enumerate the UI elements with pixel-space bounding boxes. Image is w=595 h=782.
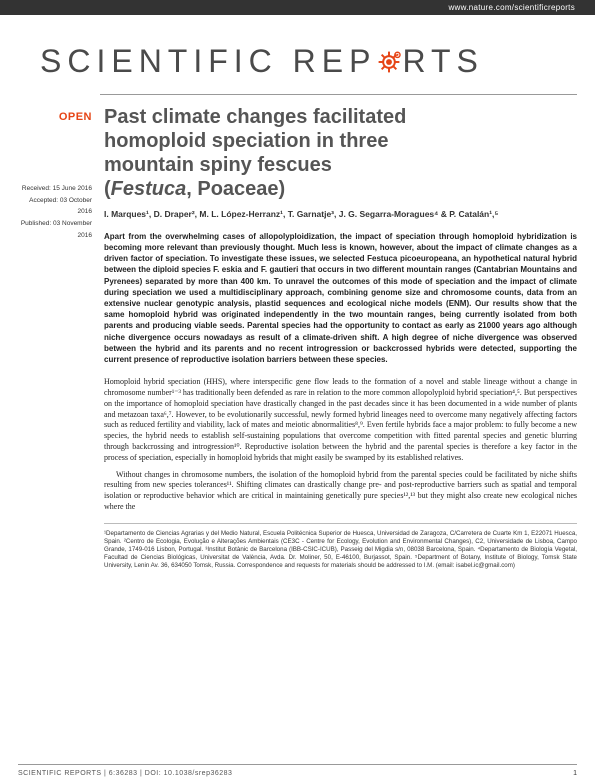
article-title: Past climate changes facilitated homoplo… xyxy=(104,105,577,201)
journal-name-part3: RTS xyxy=(402,43,483,79)
journal-name-part2: REP xyxy=(293,43,377,79)
abstract: Apart from the overwhelming cases of all… xyxy=(104,231,577,365)
title-line2: homoploid speciation in three xyxy=(104,130,388,152)
left-sidebar: OPEN Received: 15 June 2016 Accepted: 03… xyxy=(0,105,100,570)
title-line1: Past climate changes facilitated xyxy=(104,106,406,128)
footer-citation: SCIENTIFIC REPORTS | 6:36283 | DOI: 10.1… xyxy=(18,770,232,777)
banner-url: www.nature.com/scientificreports xyxy=(448,3,575,12)
body-paragraph-1: Homoploid hybrid speciation (HHS), where… xyxy=(104,377,577,463)
journal-masthead: SCIENTIFIC REP RTS xyxy=(0,15,595,94)
title-line3: mountain spiny fescues xyxy=(104,154,332,176)
page-number: 1 xyxy=(573,770,577,777)
title-genus: Festuca xyxy=(111,178,187,200)
accepted-date: Accepted: 03 October 2016 xyxy=(16,195,92,218)
main-column: Past climate changes facilitated homoplo… xyxy=(100,105,577,570)
page-footer: SCIENTIFIC REPORTS | 6:36283 | DOI: 10.1… xyxy=(18,764,577,782)
content-area: OPEN Received: 15 June 2016 Accepted: 03… xyxy=(0,95,595,570)
title-line4-post: , Poaceae) xyxy=(186,178,285,200)
body-paragraph-2: Without changes in chromosome numbers, t… xyxy=(104,470,577,513)
open-access-badge: OPEN xyxy=(16,111,92,123)
published-date: Published: 03 November 2016 xyxy=(16,218,92,241)
gear-o-icon xyxy=(376,46,402,72)
journal-name-part1: SCIENTIFIC xyxy=(40,43,278,79)
title-line4-pre: ( xyxy=(104,178,111,200)
top-banner: www.nature.com/scientificreports xyxy=(0,0,595,15)
affiliations: ¹Departamento de Ciencias Agrarias y del… xyxy=(104,523,577,570)
author-list: I. Marques¹, D. Draper², M. L. López-Her… xyxy=(104,209,577,221)
received-date: Received: 15 June 2016 xyxy=(16,183,92,195)
